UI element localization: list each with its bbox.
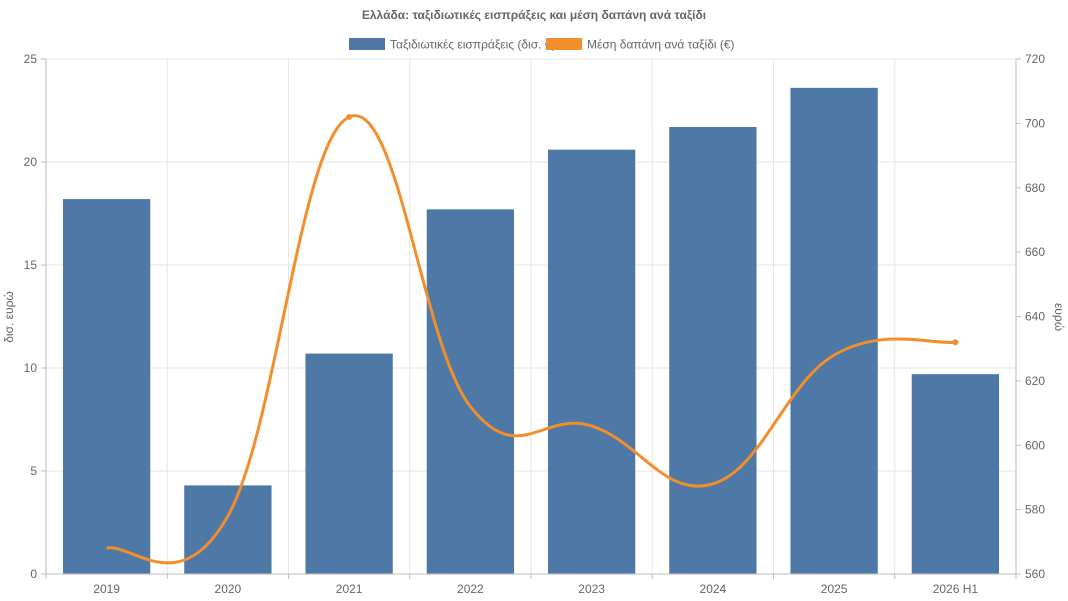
right-tick-label: 620: [1025, 374, 1045, 388]
bar-2024: [669, 126, 757, 574]
right-axis-title: ευρώ: [1052, 303, 1066, 331]
x-tick-label: 2020: [215, 582, 242, 596]
legend-swatch-receipts: [349, 38, 385, 50]
bar-2022: [426, 209, 515, 574]
axes: 0510152025560580600620640660680700720201…: [24, 52, 1046, 596]
right-tick-label: 560: [1025, 567, 1045, 581]
spending-line: [106, 114, 956, 565]
spending-point-2026-H1: [952, 339, 959, 346]
right-tick-label: 580: [1025, 503, 1045, 517]
right-tick-label: 680: [1025, 181, 1045, 195]
left-axis-title: δισ. ευρώ: [2, 291, 16, 343]
spending-point-2021: [346, 113, 353, 120]
bar-2021: [305, 353, 393, 574]
legend: Ταξιδιωτικές εισπράξεις (δισ. €) Μέση δα…: [349, 38, 735, 52]
bar-2026-H1: [911, 374, 1000, 574]
left-tick-label: 25: [24, 52, 38, 66]
legend-label-receipts: Ταξιδιωτικές εισπράξεις (δισ. €): [390, 38, 555, 52]
bar-2023: [547, 149, 636, 574]
x-tick-label: 2026 H1: [933, 582, 979, 596]
right-tick-label: 600: [1025, 438, 1045, 452]
bar-2020: [184, 485, 272, 574]
x-tick-label: 2022: [457, 582, 484, 596]
right-tick-label: 660: [1025, 245, 1045, 259]
x-tick-label: 2023: [578, 582, 605, 596]
left-tick-label: 10: [24, 361, 38, 375]
left-tick-label: 0: [30, 567, 37, 581]
x-tick-label: 2025: [821, 582, 848, 596]
bar-series-receipts: [62, 87, 1000, 574]
x-tick-label: 2019: [93, 582, 120, 596]
left-tick-label: 20: [24, 155, 38, 169]
x-tick-label: 2021: [336, 582, 363, 596]
line-series-spending: [106, 113, 959, 565]
legend-swatch-spending: [546, 38, 582, 50]
bar-2019: [62, 199, 151, 574]
legend-label-spending: Μέση δαπάνη ανά ταξίδι (€): [587, 38, 735, 52]
bar-2025: [790, 87, 878, 574]
chart-title: Ελλάδα: ταξιδιωτικές εισπράξεις και μέση…: [362, 8, 706, 22]
left-tick-label: 5: [30, 464, 37, 478]
x-tick-label: 2024: [700, 582, 727, 596]
left-tick-label: 15: [24, 258, 38, 272]
right-tick-label: 700: [1025, 116, 1045, 130]
right-tick-label: 640: [1025, 310, 1045, 324]
right-tick-label: 720: [1025, 52, 1045, 66]
